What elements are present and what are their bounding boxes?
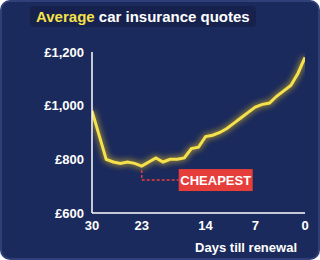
svg-text:£600: £600 bbox=[55, 206, 84, 221]
svg-text:0: 0 bbox=[301, 218, 308, 233]
svg-text:Days till renewal: Days till renewal bbox=[195, 240, 297, 255]
svg-text:14: 14 bbox=[198, 218, 213, 233]
svg-text:CHEAPEST: CHEAPEST bbox=[180, 173, 251, 188]
html-text:Average car insurance quotes: Average car insurance quotes bbox=[36, 8, 250, 25]
svg-text:23: 23 bbox=[134, 218, 148, 233]
svg-text:£1,000: £1,000 bbox=[44, 98, 84, 113]
svg-text:7: 7 bbox=[252, 218, 259, 233]
svg-text:£800: £800 bbox=[55, 152, 84, 167]
svg-text:£1,200: £1,200 bbox=[44, 45, 84, 60]
svg-text:30: 30 bbox=[85, 218, 99, 233]
